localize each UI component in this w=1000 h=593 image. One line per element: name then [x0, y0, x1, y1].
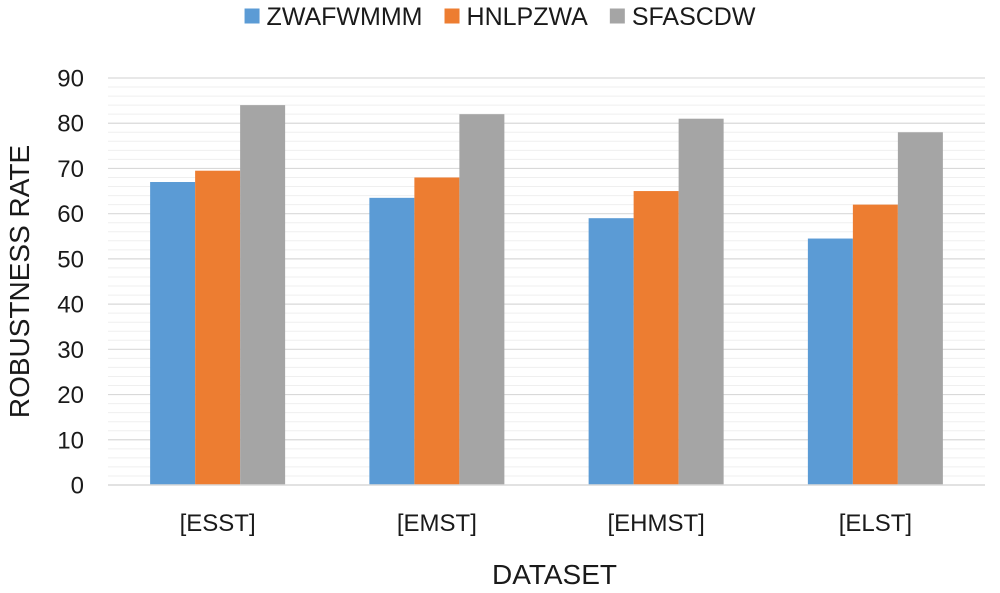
y-tick-label: 30 — [57, 337, 84, 364]
legend-label-zwafwmmm: ZWAFWMMM — [267, 3, 423, 31]
x-category-label: [ESST] — [180, 510, 256, 537]
bar-zwafwmmm-emst — [369, 197, 415, 486]
bar-zwafwmmm-ehmst — [588, 218, 634, 485]
legend: ZWAFWMMM HNLPZWA SFASCDW — [244, 3, 756, 31]
legend-label-sfascdw: SFASCDW — [632, 3, 756, 31]
bar-sfascdw-esst — [240, 105, 286, 485]
x-category-label: [ELST] — [839, 510, 912, 537]
x-category-label: [EMST] — [397, 510, 477, 537]
y-tick-label: 0 — [71, 473, 84, 500]
bar-hnlpzwa-emst — [414, 177, 460, 485]
y-axis-title: ROBUSTNESS RATE — [4, 145, 35, 418]
y-tick-label: 90 — [57, 66, 84, 93]
bar-hnlpzwa-elst — [852, 204, 898, 485]
bar-sfascdw-elst — [897, 132, 943, 485]
x-axis-categories: [ESST] [EMST] [EHMST] [ELST] — [180, 510, 912, 537]
bar-hnlpzwa-ehmst — [633, 191, 679, 486]
y-tick-label: 10 — [57, 427, 84, 454]
y-tick-label: 70 — [57, 156, 84, 183]
bar-sfascdw-ehmst — [678, 118, 724, 485]
bars — [150, 105, 943, 486]
legend-swatch-sfascdw — [609, 8, 625, 24]
bar-zwafwmmm-elst — [807, 238, 853, 485]
y-tick-label: 50 — [57, 246, 84, 273]
bar-sfascdw-emst — [459, 114, 505, 485]
y-tick-label: 80 — [57, 111, 84, 138]
y-tick-label: 20 — [57, 382, 84, 409]
y-axis-ticks: 0 10 20 30 40 50 60 70 80 90 — [57, 66, 84, 500]
y-tick-label: 60 — [57, 201, 84, 228]
bar-hnlpzwa-esst — [195, 170, 241, 485]
legend-swatch-hnlpzwa — [444, 8, 460, 24]
bar-zwafwmmm-esst — [150, 182, 196, 485]
x-category-label: [EHMST] — [607, 510, 704, 537]
x-axis-title: DATASET — [492, 559, 617, 590]
legend-label-hnlpzwa: HNLPZWA — [467, 3, 589, 31]
legend-swatch-zwafwmmm — [244, 8, 260, 24]
y-tick-label: 40 — [57, 292, 84, 319]
